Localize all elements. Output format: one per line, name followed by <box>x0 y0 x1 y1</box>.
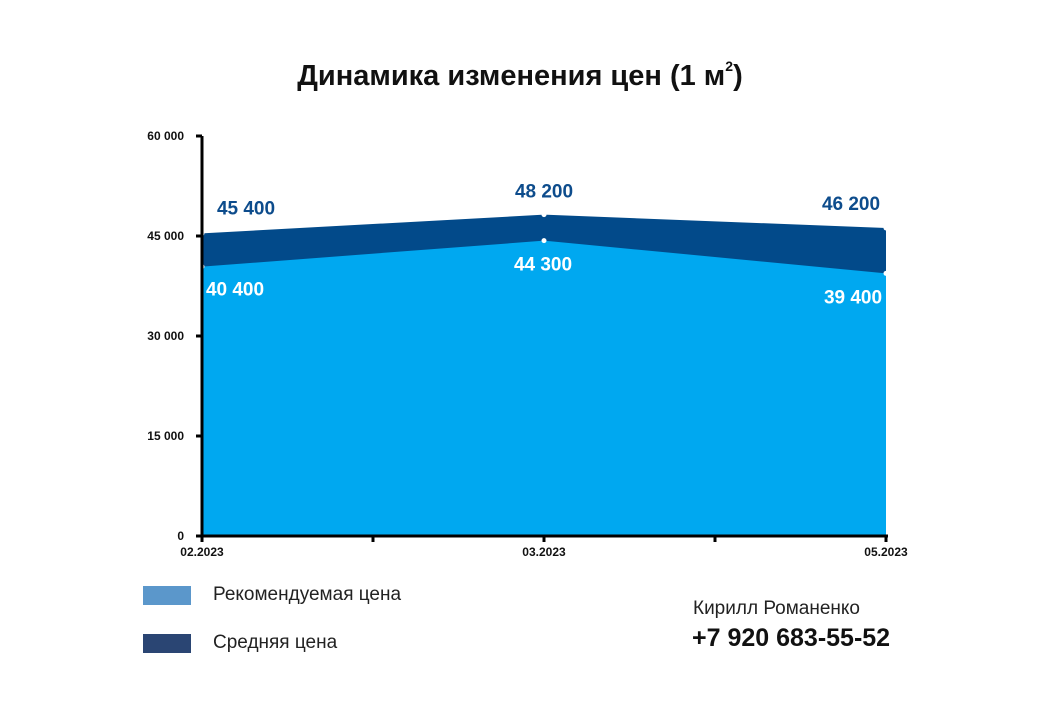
data-point-recommended <box>541 238 547 244</box>
legend-swatch-recommended <box>143 585 191 605</box>
data-point-recommended <box>883 270 889 276</box>
y-tick-label: 45 000 <box>147 229 184 243</box>
x-tick-label: 05.2023 <box>864 545 908 559</box>
y-tick-label: 30 000 <box>147 329 184 343</box>
data-label-average: 48 200 <box>515 182 573 203</box>
data-point-average <box>541 212 547 218</box>
legend-label-recommended: Рекомендуемая цена <box>213 584 402 605</box>
chart-title-text: Динамика изменения цен (1 м <box>297 60 726 92</box>
chart-title: Динамика изменения цен (1 м2) <box>0 58 1040 93</box>
contact-phone: +7 920 683-55-52 <box>692 624 891 652</box>
data-label-recommended: 40 400 <box>206 280 264 301</box>
data-label-recommended: 39 400 <box>824 287 882 308</box>
legend-item-recommended: Рекомендуемая цена <box>143 584 401 606</box>
data-point-average <box>883 225 889 231</box>
series-area-recommended <box>202 240 886 536</box>
contact-name: Кирилл Романенко <box>693 598 860 619</box>
y-tick-label: 15 000 <box>147 429 184 443</box>
chart-title-close: ) <box>733 60 743 92</box>
legend-item-average: Средняя цена <box>143 632 337 654</box>
x-tick-label: 03.2023 <box>522 545 566 559</box>
legend-swatch-average <box>143 633 191 653</box>
y-tick-label: 0 <box>177 529 184 543</box>
data-label-average: 45 400 <box>217 198 275 219</box>
legend-label-average: Средняя цена <box>213 632 338 653</box>
y-tick-label: 60 000 <box>147 129 184 143</box>
chart-title-superscript: 2 <box>725 58 734 74</box>
data-label-average: 46 200 <box>822 194 880 215</box>
data-label-recommended: 44 300 <box>514 255 572 276</box>
x-tick-label: 02.2023 <box>180 545 224 559</box>
